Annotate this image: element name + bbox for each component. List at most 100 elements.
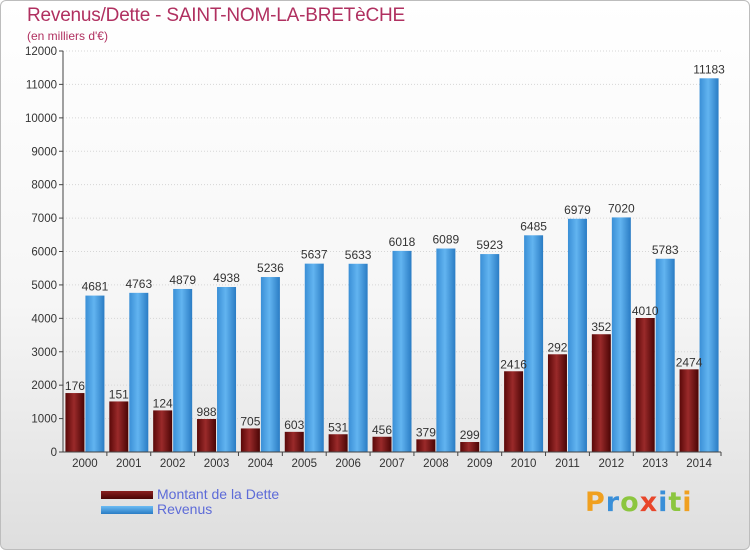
data-label-revenus: 6089 (433, 233, 460, 247)
bar-dette (197, 418, 217, 452)
bar-dette (504, 371, 524, 452)
y-tick-label: 8000 (31, 180, 57, 192)
logo-letter: i (682, 487, 693, 518)
data-label-revenus: 5633 (345, 248, 372, 262)
x-tick-label: 2001 (116, 458, 142, 470)
data-label-revenus: 4763 (125, 277, 152, 291)
data-label-dette: 124 (153, 396, 173, 410)
data-label-revenus: 5637 (301, 248, 328, 262)
y-tick-label: 4000 (31, 313, 57, 325)
x-tick-label: 2013 (642, 458, 668, 470)
x-tick-label: 2007 (379, 458, 405, 470)
data-label-dette: 4010 (632, 304, 659, 318)
x-tick-label: 2010 (511, 458, 537, 470)
x-tick-label: 2005 (291, 458, 317, 470)
y-tick-label: 12000 (25, 46, 57, 58)
data-label-revenus: 5923 (476, 238, 503, 252)
x-tick-label: 2003 (204, 458, 230, 470)
data-label-dette: 151 (109, 387, 129, 401)
legend-label-dette: Montant de la Dette (157, 486, 280, 502)
y-tick-label: 3000 (31, 347, 57, 359)
data-label-dette: 2416 (500, 357, 527, 371)
chart-subtitle: (en milliers d'€) (27, 29, 108, 43)
bar-dette (109, 401, 129, 452)
legend-swatch-revenus (101, 505, 153, 514)
data-label-revenus: 4879 (169, 273, 196, 287)
chart-title: Revenus/Dette - SAINT-NOM-LA-BRETèCHE (27, 5, 405, 26)
bar-revenus (567, 218, 587, 452)
y-tick-label: 9000 (31, 146, 57, 158)
legend-label-revenus: Revenus (157, 501, 213, 517)
x-tick-label: 2002 (160, 458, 186, 470)
bar-dette (372, 436, 392, 452)
bar-revenus (260, 277, 280, 452)
y-tick-label: 10000 (25, 113, 57, 125)
bar-dette (460, 442, 480, 452)
data-label-dette: 456 (372, 423, 392, 437)
bar-dette (284, 431, 304, 452)
data-label-dette: 292 (547, 340, 567, 354)
legend-item-dette: Montant de la Dette (101, 487, 279, 502)
data-label-dette: 176 (65, 379, 85, 393)
bar-revenus (217, 286, 237, 452)
y-tick-label: 11000 (26, 79, 57, 91)
x-tick-label: 2011 (555, 458, 580, 470)
logo-letter: P (585, 487, 606, 518)
data-label-revenus: 7020 (608, 201, 635, 215)
y-tick-label: 7000 (31, 213, 57, 225)
x-tick-label: 2012 (599, 458, 625, 470)
bar-revenus (611, 217, 631, 452)
logo-letter: t (668, 487, 683, 518)
bar-dette (416, 439, 436, 452)
bar-revenus (699, 78, 719, 452)
y-tick-label: 0 (51, 447, 57, 459)
data-label-revenus: 5236 (257, 261, 284, 275)
data-label-dette: 299 (460, 428, 480, 442)
proxiti-logo: Proxiti (585, 487, 693, 518)
bar-dette (635, 317, 655, 452)
chart-legend: Montant de la Dette Revenus (101, 487, 279, 517)
bar-dette (240, 428, 260, 452)
data-label-revenus: 4938 (213, 271, 240, 285)
bar-dette (591, 334, 611, 452)
data-label-dette: 379 (416, 425, 436, 439)
data-label-revenus: 6485 (520, 219, 547, 233)
data-label-dette: 988 (197, 405, 217, 419)
logo-letter: r (605, 487, 621, 518)
logo-letter: x (639, 487, 659, 518)
data-label-dette: 603 (284, 418, 304, 432)
y-tick-label: 6000 (31, 247, 57, 259)
data-label-revenus: 6979 (564, 203, 591, 217)
data-label-dette: 531 (328, 420, 348, 434)
legend-item-revenus: Revenus (101, 502, 279, 517)
bar-revenus (436, 248, 456, 452)
x-tick-label: 2006 (335, 458, 361, 470)
bar-revenus (392, 250, 412, 452)
data-label-revenus: 11183 (693, 62, 725, 76)
bar-revenus (173, 288, 193, 452)
data-label-dette: 352 (591, 320, 611, 334)
bar-revenus (655, 258, 675, 452)
bar-dette (65, 393, 85, 452)
data-label-revenus: 6018 (389, 235, 416, 249)
bar-dette (328, 434, 348, 452)
x-tick-label: 2004 (248, 458, 274, 470)
x-tick-label: 2014 (686, 458, 712, 470)
y-tick-label: 1000 (31, 414, 57, 426)
bar-revenus (348, 263, 368, 452)
bar-revenus (480, 254, 500, 452)
bar-revenus (304, 263, 324, 452)
bar-revenus (85, 295, 105, 452)
y-tick-label: 5000 (31, 280, 57, 292)
bar-revenus (524, 235, 544, 452)
legend-swatch-dette (101, 490, 153, 499)
logo-letter: i (658, 487, 669, 518)
y-tick-label: 2000 (31, 380, 57, 392)
x-tick-label: 2000 (72, 458, 98, 470)
data-label-dette: 705 (240, 414, 260, 428)
bar-dette (153, 410, 173, 452)
bar-dette (679, 369, 699, 452)
data-label-revenus: 4681 (82, 280, 109, 294)
